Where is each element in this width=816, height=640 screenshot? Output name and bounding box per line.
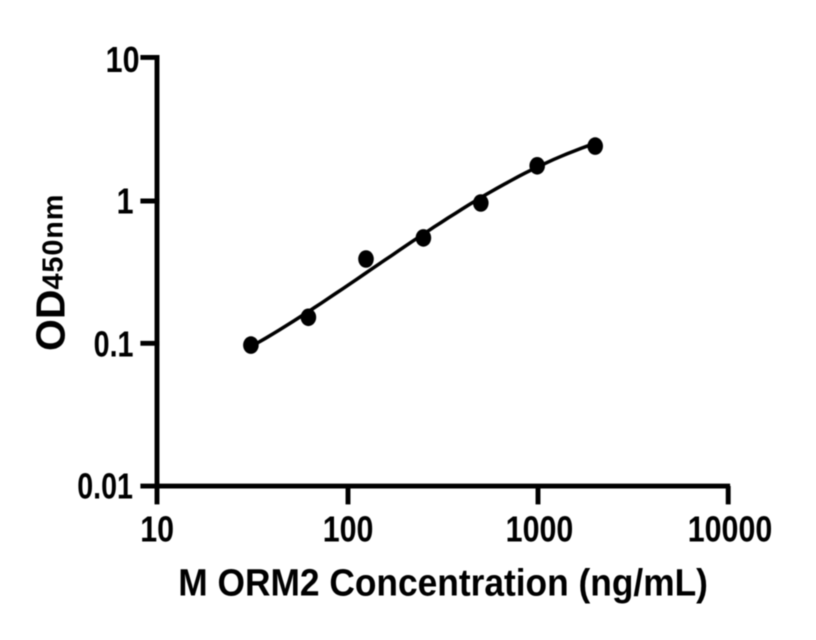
svg-text:M ORM2 Concentration (ng/mL): M ORM2 Concentration (ng/mL)	[178, 561, 708, 603]
svg-text:100: 100	[323, 510, 374, 550]
svg-text:10: 10	[106, 41, 140, 81]
svg-text:0.01: 0.01	[77, 465, 133, 506]
svg-text:1000: 1000	[506, 510, 574, 550]
svg-text:10000: 10000	[688, 510, 773, 550]
svg-text:1: 1	[117, 182, 134, 222]
svg-text:0.1: 0.1	[94, 323, 134, 364]
svg-text:10: 10	[140, 510, 174, 550]
